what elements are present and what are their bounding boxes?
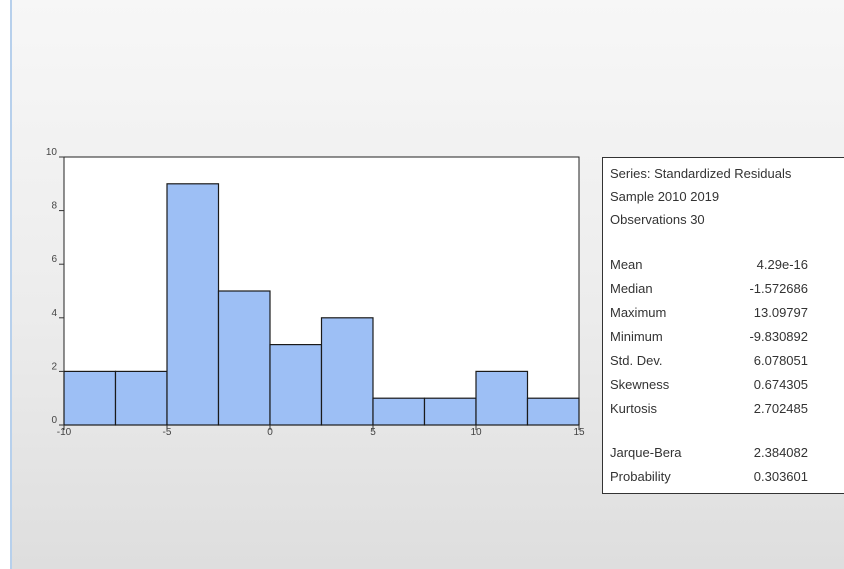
stat-value: -1.572686 bbox=[749, 281, 808, 296]
x-tick-label: 5 bbox=[370, 427, 376, 438]
stat-label: Probability bbox=[610, 469, 671, 484]
histogram-bar bbox=[114, 370, 168, 426]
stat-value: 4.29e-16 bbox=[756, 257, 808, 272]
stat-label: Skewness bbox=[610, 377, 670, 392]
stat-value: 2.384082 bbox=[753, 445, 808, 460]
stat-row-mean: Mean 4.29e-16 bbox=[610, 257, 808, 275]
histogram-bar bbox=[320, 317, 374, 426]
stat-value: 0.674305 bbox=[753, 377, 808, 392]
histogram-bar bbox=[423, 397, 477, 426]
histogram-bar bbox=[372, 397, 426, 426]
histogram-bar bbox=[63, 370, 117, 426]
histogram-bar bbox=[526, 397, 580, 426]
series-name: Series: Standardized Residuals bbox=[610, 166, 792, 181]
observations-count: Observations 30 bbox=[610, 212, 705, 227]
stat-value: 13.09797 bbox=[753, 305, 808, 320]
stat-row-jarque-bera: Jarque-Bera 2.384082 bbox=[610, 445, 808, 463]
stat-row-probability: Probability 0.303601 bbox=[610, 469, 808, 487]
stat-label: Kurtosis bbox=[610, 401, 657, 416]
stat-value: 0.303601 bbox=[753, 469, 808, 484]
stat-label: Maximum bbox=[610, 305, 667, 320]
stat-value: 6.078051 bbox=[753, 353, 808, 368]
histogram-chart: 0 2 4 6 8 10 -10 -5 0 5 10 15 bbox=[46, 147, 585, 438]
y-tick-label: 2 bbox=[51, 361, 57, 372]
stat-row-kurtosis: Kurtosis 2.702485 bbox=[610, 401, 808, 419]
x-tick-label: -10 bbox=[57, 427, 72, 438]
bars-layer bbox=[63, 183, 580, 426]
stat-row-maximum: Maximum 13.09797 bbox=[610, 305, 808, 323]
x-tick-label: -5 bbox=[163, 427, 172, 438]
y-tick-label: 0 bbox=[51, 415, 57, 426]
axes-layer: 0 2 4 6 8 10 -10 -5 0 5 10 15 bbox=[46, 147, 585, 438]
histogram-bar bbox=[166, 183, 220, 426]
histogram-bar bbox=[475, 370, 529, 426]
y-tick-label: 8 bbox=[51, 201, 57, 212]
stat-value: -9.830892 bbox=[749, 329, 808, 344]
stat-label: Mean bbox=[610, 257, 643, 272]
stat-label: Std. Dev. bbox=[610, 353, 663, 368]
descriptive-statistics-panel: Series: Standardized Residuals Sample 20… bbox=[602, 157, 844, 494]
stat-label: Minimum bbox=[610, 329, 663, 344]
x-tick-label: 15 bbox=[573, 427, 585, 438]
stat-row-skewness: Skewness 0.674305 bbox=[610, 377, 808, 395]
x-tick-label: 10 bbox=[470, 427, 482, 438]
sample-range: Sample 2010 2019 bbox=[610, 189, 720, 204]
y-tick-label: 6 bbox=[51, 254, 57, 265]
x-tick-label: 0 bbox=[267, 427, 273, 438]
stat-row-std-dev: Std. Dev. 6.078051 bbox=[610, 353, 808, 371]
histogram-bar bbox=[269, 344, 323, 426]
y-tick-label: 4 bbox=[51, 308, 57, 319]
y-tick-label: 10 bbox=[46, 147, 58, 158]
output-window: 0 2 4 6 8 10 -10 -5 0 5 10 15 Series: Standardized … bbox=[10, 0, 844, 569]
stat-row-median: Median -1.572686 bbox=[610, 281, 808, 299]
histogram-bar bbox=[217, 290, 271, 426]
stat-value: 2.702485 bbox=[753, 401, 808, 416]
stat-row-minimum: Minimum -9.830892 bbox=[610, 329, 808, 347]
stat-label: Median bbox=[610, 281, 653, 296]
stat-label: Jarque-Bera bbox=[610, 445, 682, 460]
